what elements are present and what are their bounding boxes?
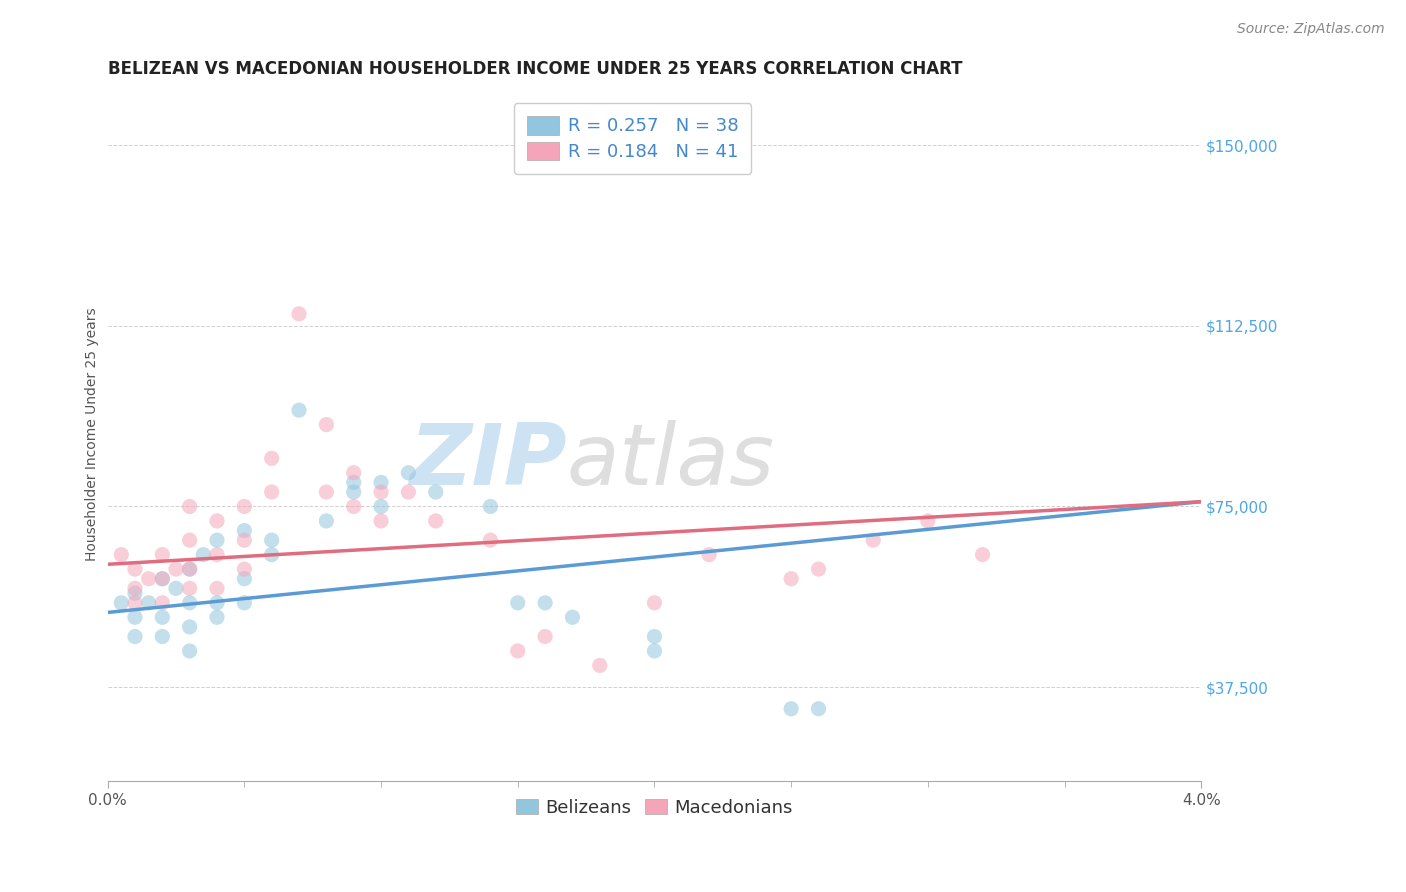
- Point: [862, 533, 884, 548]
- Point: [479, 500, 502, 514]
- Point: [205, 533, 228, 548]
- Point: [233, 524, 256, 538]
- Point: [643, 596, 665, 610]
- Point: [150, 572, 173, 586]
- Point: [343, 466, 366, 480]
- Point: [370, 485, 392, 500]
- Point: [179, 620, 201, 634]
- Point: [343, 485, 366, 500]
- Text: ZIP: ZIP: [409, 420, 567, 503]
- Point: [396, 485, 419, 500]
- Point: [260, 485, 283, 500]
- Point: [425, 514, 447, 528]
- Point: [697, 548, 720, 562]
- Point: [110, 548, 132, 562]
- Point: [205, 514, 228, 528]
- Point: [179, 644, 201, 658]
- Point: [315, 485, 337, 500]
- Point: [506, 596, 529, 610]
- Point: [205, 548, 228, 562]
- Point: [179, 533, 201, 548]
- Point: [138, 572, 160, 586]
- Point: [150, 610, 173, 624]
- Point: [124, 596, 146, 610]
- Point: [260, 451, 283, 466]
- Point: [179, 582, 201, 596]
- Point: [343, 475, 366, 490]
- Point: [506, 644, 529, 658]
- Point: [138, 596, 160, 610]
- Point: [643, 644, 665, 658]
- Point: [165, 582, 187, 596]
- Text: BELIZEAN VS MACEDONIAN HOUSEHOLDER INCOME UNDER 25 YEARS CORRELATION CHART: BELIZEAN VS MACEDONIAN HOUSEHOLDER INCOM…: [108, 60, 962, 78]
- Text: Source: ZipAtlas.com: Source: ZipAtlas.com: [1237, 22, 1385, 37]
- Point: [179, 562, 201, 576]
- Point: [233, 500, 256, 514]
- Point: [534, 596, 557, 610]
- Point: [643, 630, 665, 644]
- Point: [370, 500, 392, 514]
- Point: [479, 533, 502, 548]
- Point: [205, 610, 228, 624]
- Point: [150, 596, 173, 610]
- Point: [589, 658, 612, 673]
- Point: [233, 572, 256, 586]
- Point: [124, 610, 146, 624]
- Point: [288, 307, 311, 321]
- Point: [315, 514, 337, 528]
- Point: [370, 514, 392, 528]
- Point: [110, 596, 132, 610]
- Point: [807, 702, 830, 716]
- Point: [179, 500, 201, 514]
- Text: atlas: atlas: [567, 420, 775, 503]
- Point: [205, 582, 228, 596]
- Point: [124, 582, 146, 596]
- Point: [370, 475, 392, 490]
- Point: [124, 562, 146, 576]
- Y-axis label: Householder Income Under 25 years: Householder Income Under 25 years: [86, 308, 100, 561]
- Point: [807, 562, 830, 576]
- Point: [150, 572, 173, 586]
- Point: [972, 548, 994, 562]
- Point: [288, 403, 311, 417]
- Point: [124, 586, 146, 600]
- Point: [561, 610, 583, 624]
- Point: [124, 630, 146, 644]
- Point: [425, 485, 447, 500]
- Point: [780, 572, 803, 586]
- Point: [165, 562, 187, 576]
- Point: [343, 500, 366, 514]
- Point: [150, 630, 173, 644]
- Point: [205, 596, 228, 610]
- Legend: Belizeans, Macedonians: Belizeans, Macedonians: [509, 791, 800, 824]
- Point: [260, 548, 283, 562]
- Point: [233, 562, 256, 576]
- Point: [534, 630, 557, 644]
- Point: [179, 562, 201, 576]
- Point: [780, 702, 803, 716]
- Point: [193, 548, 215, 562]
- Point: [179, 596, 201, 610]
- Point: [233, 596, 256, 610]
- Point: [315, 417, 337, 432]
- Point: [260, 533, 283, 548]
- Point: [150, 548, 173, 562]
- Point: [917, 514, 939, 528]
- Point: [233, 533, 256, 548]
- Point: [396, 466, 419, 480]
